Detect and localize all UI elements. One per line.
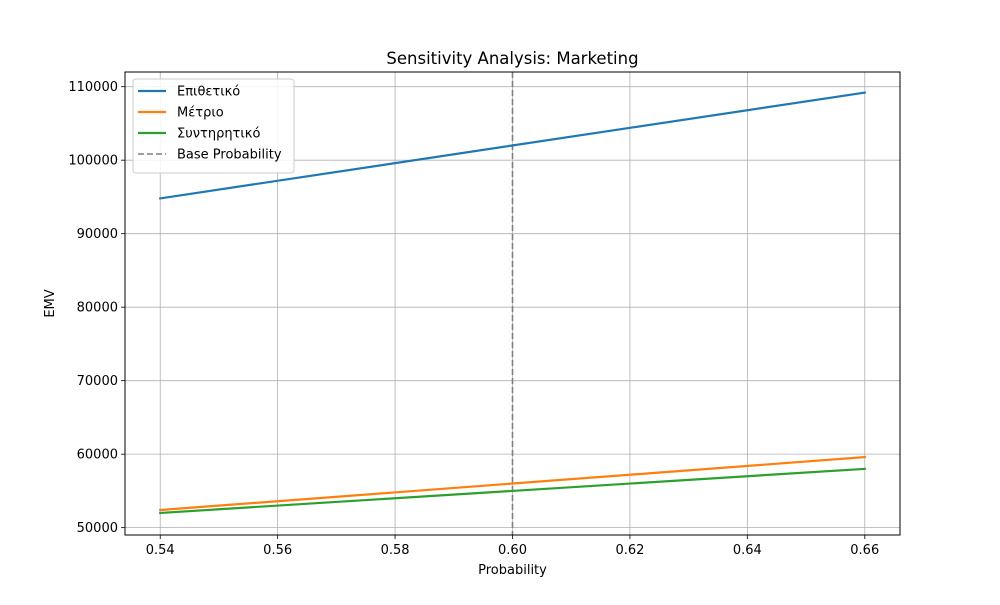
y-tick-label: 70000 (77, 374, 118, 389)
x-tick-label: 0.62 (615, 543, 644, 558)
x-tick-label: 0.60 (498, 543, 527, 558)
x-tick-label: 0.56 (263, 543, 292, 558)
y-tick-label: 50000 (77, 521, 118, 536)
series-group (158, 91, 867, 515)
legend-label: Επιθετικό (177, 85, 240, 100)
legend-label: Base Probability (177, 148, 282, 163)
series-line-3 (159, 467, 866, 515)
legend-label: Μέτριο (177, 106, 224, 121)
x-tick-label: 0.64 (733, 543, 762, 558)
y-axis-label: EMV (43, 289, 58, 317)
x-tick-label: 0.58 (381, 543, 410, 558)
y-tick-label: 60000 (77, 448, 118, 463)
legend-box (132, 78, 295, 174)
x-axis-label: Probability (478, 563, 547, 578)
chart-title: Sensitivity Analysis: Marketing (386, 49, 638, 68)
y-tick-label: 100000 (68, 154, 118, 169)
y-tick-label: 90000 (77, 227, 118, 242)
legend-label: Συντηρητικό (177, 127, 260, 142)
axis-ticks: 0.54 0.56 0.58 0.60 0.62 0.64 0.66 50000 60000 70… (68, 80, 879, 558)
legend: Επιθετικό Μέτριο Συντηρητικό Base Probabili… (132, 78, 295, 174)
series-line-1 (158, 91, 867, 200)
x-tick-label: 0.54 (146, 543, 175, 558)
y-tick-label: 110000 (68, 80, 118, 95)
series-line-2 (159, 455, 866, 512)
x-tick-label: 0.66 (850, 543, 879, 558)
y-tick-label: 80000 (77, 301, 118, 316)
